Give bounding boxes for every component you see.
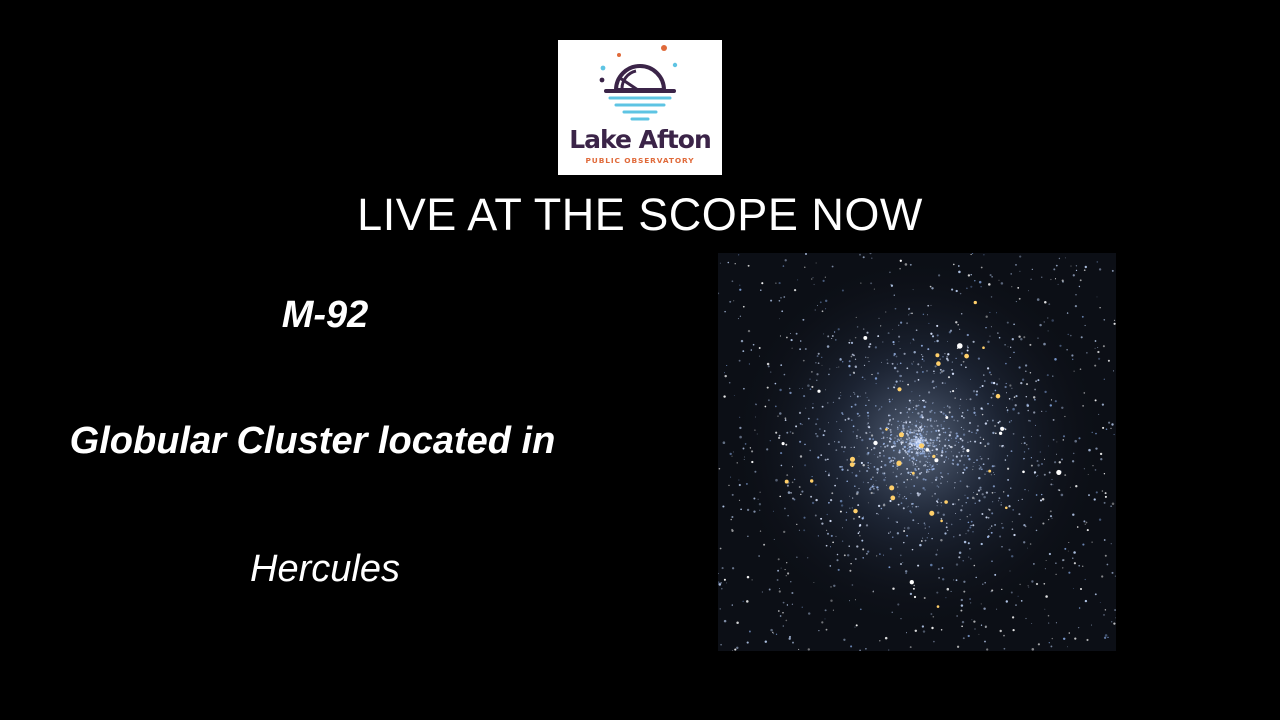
starfield-image: [718, 253, 1116, 651]
logo-subtitle: PUBLIC OBSERVATORY: [585, 156, 695, 165]
object-description: Globular Cluster located in: [69, 420, 556, 462]
star-points: [718, 253, 1116, 651]
globular-cluster-photo: [718, 253, 1116, 651]
object-name: M-92: [281, 294, 369, 336]
logo-title: Lake Afton: [569, 125, 712, 154]
constellation-name: Hercules: [250, 548, 400, 590]
headline: LIVE AT THE SCOPE NOW: [357, 189, 923, 240]
observatory-logo-mark: [599, 45, 678, 121]
observatory-logo: Lake Afton PUBLIC OBSERVATORY: [558, 40, 722, 175]
